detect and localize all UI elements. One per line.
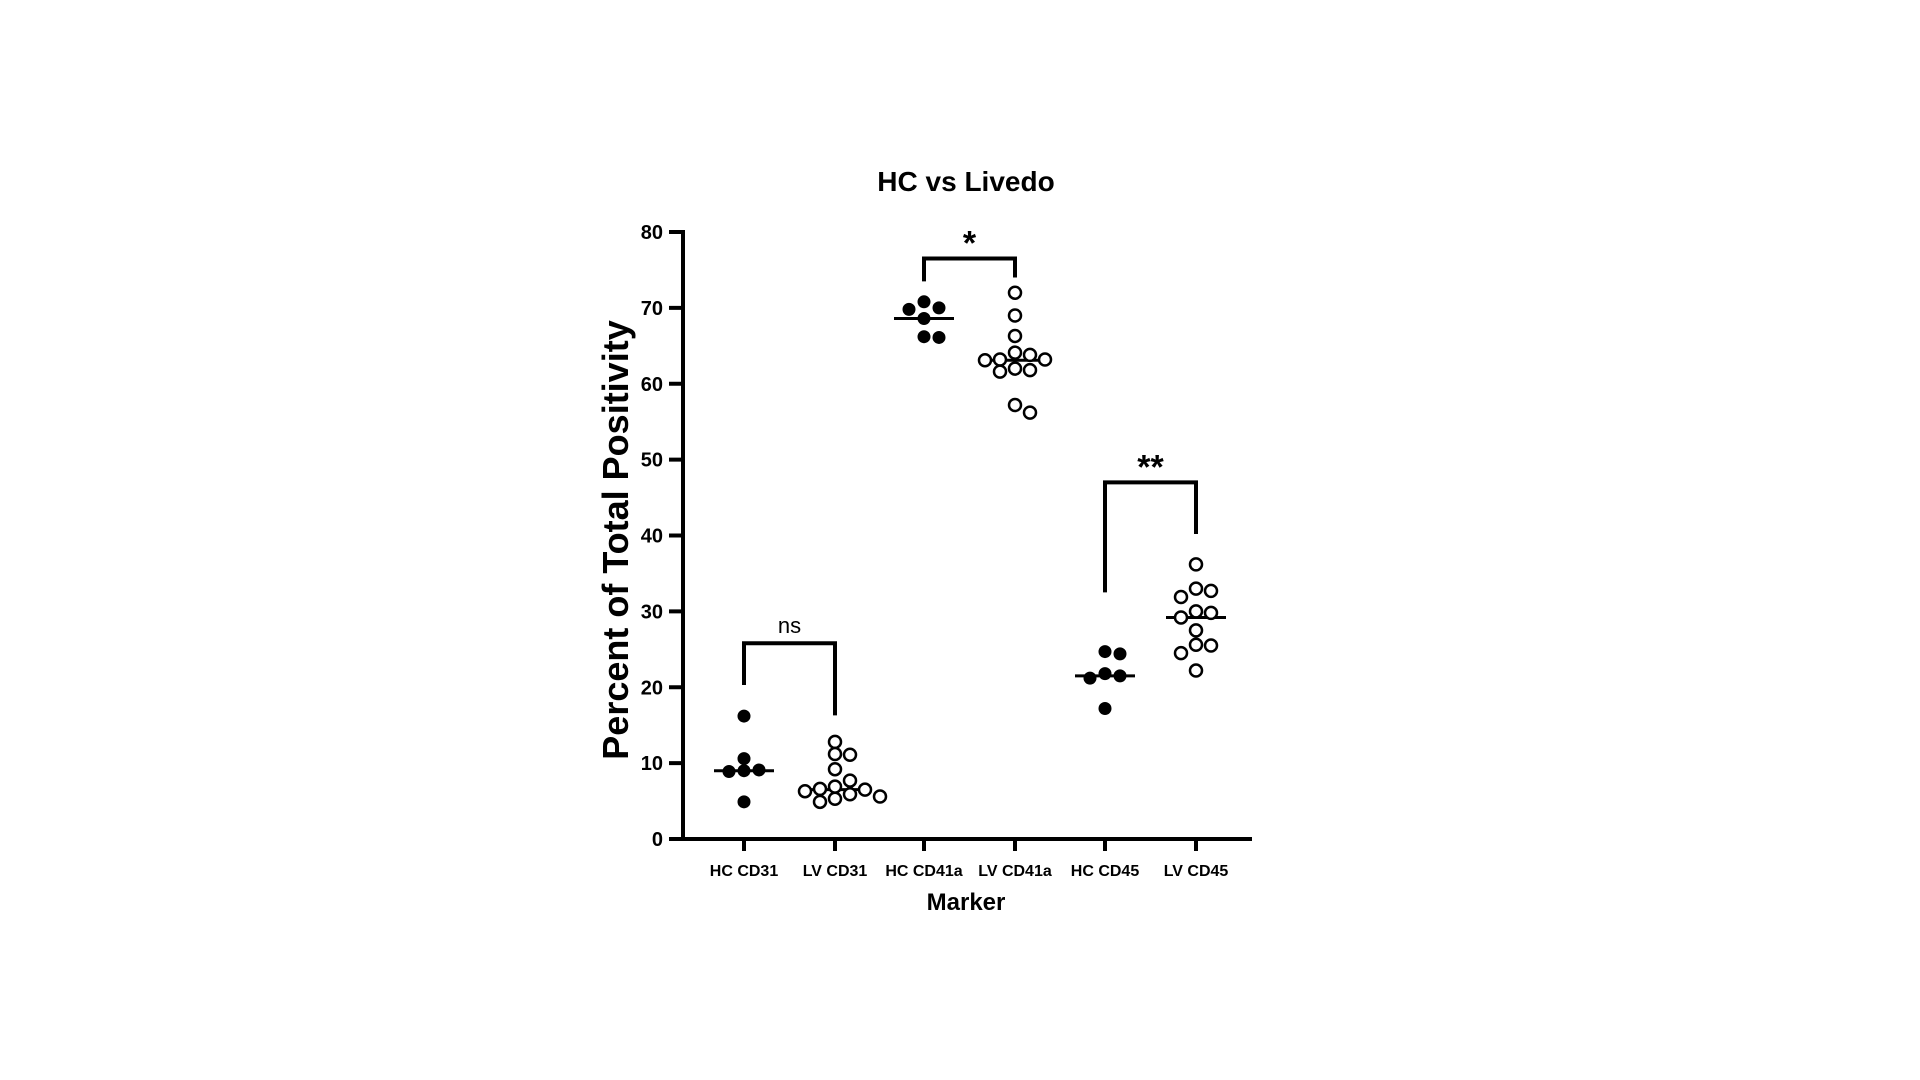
data-point: [1173, 610, 1189, 625]
data-point: [827, 779, 843, 794]
data-point: [917, 330, 931, 344]
y-axis-label: Percent of Total Positivity: [595, 320, 636, 759]
x-tick-label: LV CD45: [1164, 863, 1229, 880]
data-point: [797, 783, 813, 799]
y-tick-label: 70: [641, 298, 663, 320]
data-point: [1037, 352, 1053, 367]
data-point: [917, 295, 931, 309]
data-point: [857, 782, 873, 797]
x-tick-label: HC CD41a: [885, 863, 962, 880]
y-tick-label: 40: [641, 526, 663, 548]
y-tick-label: 10: [641, 753, 663, 775]
x-tick-label: LV CD41a: [978, 863, 1052, 880]
data-point: [1007, 285, 1023, 300]
data-point: [1083, 671, 1097, 685]
x-axis-label: Marker: [927, 889, 1006, 916]
data-point: [917, 311, 931, 325]
data-point: [932, 301, 946, 315]
x-tick-label: HC CD31: [710, 863, 779, 880]
data-point: [1022, 347, 1038, 363]
significance-bracket: [742, 641, 837, 716]
data-point: [1007, 308, 1023, 323]
data-point: [827, 734, 843, 750]
data-point: [1188, 581, 1204, 596]
y-ticks: 0 10 20 30 40 50 60 70 80: [641, 222, 683, 851]
data-point: [1022, 405, 1038, 420]
y-tick-label: 20: [641, 677, 663, 699]
data-point: [1188, 637, 1204, 653]
data-point: [842, 786, 858, 802]
data-point: [1188, 663, 1204, 678]
data-point: [1203, 605, 1219, 621]
significance-label: *: [963, 225, 977, 263]
significance-label: ns: [778, 613, 801, 638]
data-point: [1113, 669, 1127, 683]
data-point: [737, 764, 751, 778]
y-tick-label: 60: [641, 374, 663, 396]
data-points: [722, 285, 1219, 810]
data-point: [1203, 583, 1219, 599]
data-point: [872, 789, 888, 804]
data-point: [827, 746, 843, 762]
chart-title: HC vs Livedo: [877, 166, 1054, 197]
data-point: [1007, 345, 1023, 360]
data-point: [842, 747, 858, 763]
data-point: [737, 795, 751, 809]
data-point: [812, 794, 828, 810]
data-point: [737, 709, 751, 723]
data-point: [1173, 589, 1189, 605]
data-point: [1188, 604, 1204, 619]
data-point: [752, 763, 766, 777]
data-point: [1098, 667, 1112, 681]
data-point: [1022, 362, 1038, 378]
data-point: [1007, 361, 1023, 376]
x-tick-label: HC CD45: [1071, 863, 1140, 880]
data-point: [842, 773, 858, 788]
y-tick-label: 80: [641, 222, 663, 244]
data-point: [932, 330, 946, 344]
data-point: [827, 761, 843, 777]
y-tick-label: 50: [641, 450, 663, 472]
data-point: [1203, 638, 1219, 653]
x-tick-label: LV CD31: [803, 863, 868, 880]
axes: [681, 230, 1252, 841]
data-point: [992, 352, 1008, 367]
median-lines: [714, 316, 1226, 792]
x-ticks: HC CD31 LV CD31 HC CD41a LV CD41a HC CD45 LV …: [710, 839, 1229, 880]
significance-brackets: ns***: [742, 225, 1198, 716]
data-point: [827, 791, 843, 807]
data-point: [992, 364, 1008, 379]
data-point: [812, 781, 828, 797]
data-point: [902, 302, 916, 316]
y-tick-label: 30: [641, 601, 663, 623]
data-point: [1188, 623, 1204, 638]
data-point: [1007, 328, 1023, 344]
data-point: [722, 764, 736, 778]
data-point: [1098, 645, 1112, 659]
data-point: [1188, 557, 1204, 572]
data-point: [1007, 397, 1023, 413]
significance-label: **: [1137, 448, 1164, 486]
data-point: [1173, 645, 1189, 661]
data-point: [1113, 647, 1127, 661]
y-tick-label: 0: [652, 829, 663, 851]
significance-bracket: [922, 256, 1017, 282]
significance-bracket: [1103, 480, 1198, 593]
data-point: [1098, 701, 1112, 715]
data-point: [737, 752, 751, 766]
data-point: [977, 352, 993, 368]
